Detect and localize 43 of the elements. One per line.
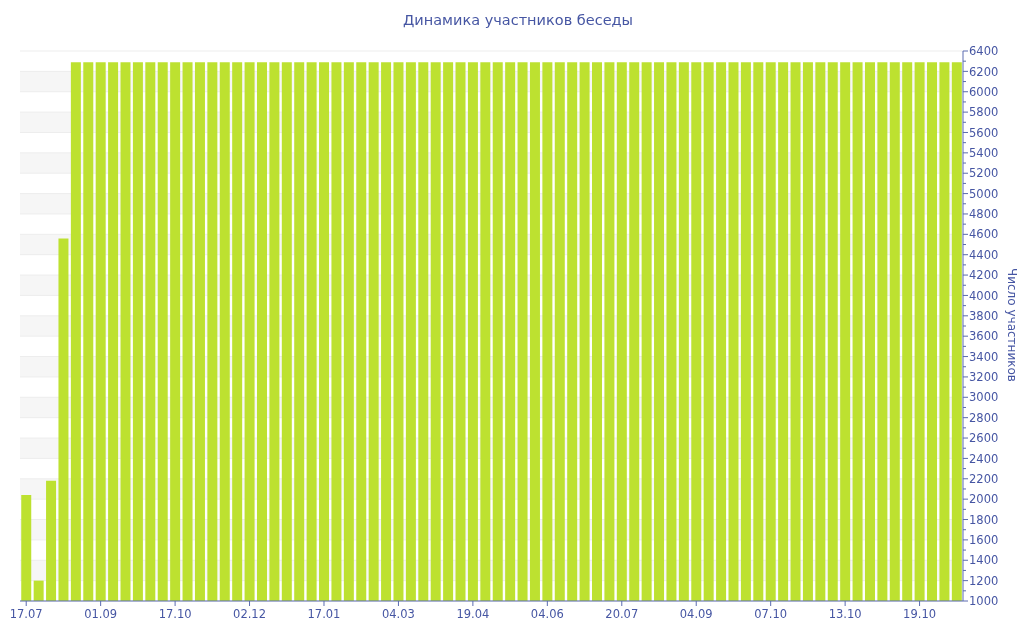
y-tick-label: 6200 — [969, 64, 999, 79]
chart-title: Динамика участников беседы — [401, 12, 635, 28]
y-tick-label: 1600 — [969, 533, 999, 548]
x-tick-label: 19.04 — [456, 607, 490, 621]
y-tick-label: 1800 — [969, 512, 999, 527]
y-tick-label: 3400 — [969, 349, 999, 364]
x-tick-label: 07.10 — [754, 607, 788, 621]
y-tick-label: 4600 — [969, 227, 999, 242]
y-tick-label: 5400 — [969, 145, 999, 160]
y-tick-label: 4200 — [969, 268, 999, 283]
x-tick-label: 01.09 — [84, 607, 118, 621]
x-tick-label: 17.07 — [9, 607, 43, 621]
y-tick-label: 1400 — [969, 553, 999, 568]
y-tick-label: 5200 — [969, 166, 999, 181]
y-tick-label: 4000 — [969, 288, 999, 303]
y-tick-label: 3600 — [969, 329, 999, 344]
y-tick-label: 2800 — [969, 410, 999, 425]
y-tick-label: 3800 — [969, 308, 999, 323]
y-tick-label: 6000 — [969, 84, 999, 99]
y-tick-label: 3000 — [969, 390, 999, 405]
x-tick-label: 04.06 — [530, 607, 564, 621]
y-tick-label: 4800 — [969, 207, 999, 222]
y-tick-label: 4400 — [969, 247, 999, 262]
y-tick-label: 3200 — [969, 370, 999, 385]
x-tick-label: 04.09 — [679, 607, 713, 621]
x-tick-label: 19.10 — [903, 607, 937, 621]
y-tick-label: 6400 — [969, 44, 999, 59]
x-tick-label: 02.12 — [233, 607, 267, 621]
y-tick-label: 5000 — [969, 186, 999, 201]
x-tick-label: 17.10 — [158, 607, 192, 621]
x-tick-label: 04.03 — [381, 607, 415, 621]
y-tick-label: 5800 — [969, 105, 999, 120]
x-tick-label: 13.10 — [828, 607, 862, 621]
y-axis-title: Число участников — [1004, 267, 1020, 384]
y-tick-label: 2000 — [969, 492, 999, 507]
y-tick-label: 5600 — [969, 125, 999, 140]
x-tick-label: 17.01 — [307, 607, 341, 621]
y-tick-label: 2600 — [969, 431, 999, 446]
y-tick-label: 2200 — [969, 471, 999, 486]
y-tick-label: 2400 — [969, 451, 999, 466]
y-tick-label: 1000 — [969, 594, 999, 609]
y-tick-label: 1200 — [969, 573, 999, 588]
x-tick-label: 20.07 — [605, 607, 639, 621]
